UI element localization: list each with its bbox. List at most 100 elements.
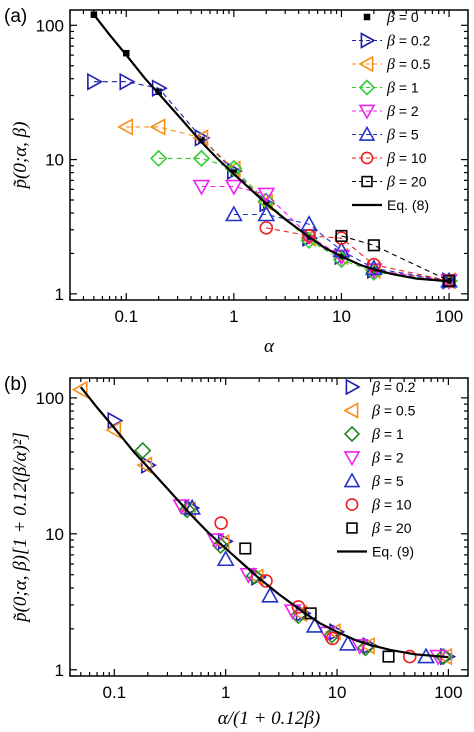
series-0 (90, 11, 453, 285)
legend-entry-10: β = 10 (352, 150, 427, 167)
series-line (79, 386, 449, 659)
legend-marker (358, 79, 376, 96)
data-point (350, 639, 369, 655)
legend-label: β = 2 (371, 450, 404, 467)
legend-label: β = 2 (386, 103, 419, 120)
legend-entry-5: β = 5 (352, 125, 419, 144)
data-point (335, 229, 348, 242)
data-point (325, 631, 340, 646)
series-5 (224, 205, 458, 288)
legend-marker (361, 175, 373, 188)
data-point (192, 149, 211, 168)
legend-entry-2: β = 2 (343, 450, 404, 467)
data-point (259, 221, 274, 235)
x-tick-label: 100 (435, 307, 463, 326)
legend-label: Eq. (8) (387, 197, 429, 213)
legend-label: β = 0.2 (386, 33, 431, 50)
legend-marker (343, 451, 361, 467)
plot-area (87, 11, 459, 290)
legend-label: β = 0.2 (371, 379, 416, 396)
legend-label: β = 10 (371, 497, 412, 514)
legend-label: β = 1 (371, 426, 404, 443)
data-point (367, 239, 380, 252)
legend-entry-0-2: β = 0.2 (352, 32, 431, 50)
legend-label: Eq. (9) (372, 544, 414, 560)
data-point (239, 542, 252, 555)
data-point (206, 533, 225, 550)
legend-marker (358, 104, 376, 120)
legend-marker (343, 472, 361, 488)
data-point (305, 616, 324, 633)
y-tick-label: 10 (45, 151, 64, 170)
series-line (126, 126, 450, 282)
series-eq-9 (79, 386, 449, 659)
legend-entry-1: β = 1 (352, 79, 419, 97)
legend-entry-0-2: β = 0.2 (345, 378, 416, 396)
data-point (134, 441, 152, 460)
legend-label: β = 20 (371, 520, 412, 537)
data-point (71, 380, 88, 399)
legend: β = 0 β = 0.2 β = 0.5 β = 1 β = 2 β = 5 β = 10… (352, 9, 431, 213)
legend-marker (363, 13, 371, 21)
legend-label: β = 0 (386, 9, 419, 26)
legend-entry-0: β = 0 (363, 9, 419, 26)
legend: β = 0.2 β = 0.5 β = 1 β = 2 β = 5 β = 10 β = 2… (337, 378, 416, 560)
legend-marker (346, 522, 358, 534)
legend-entry-2: β = 2 (352, 103, 419, 120)
y-tick-label: 1 (55, 285, 64, 304)
legend-label: β = 5 (371, 473, 404, 490)
data-point (90, 11, 98, 18)
x-axis-label: α (264, 336, 275, 357)
legend-label: β = 0.5 (386, 56, 431, 73)
y-tick-label: 1 (55, 661, 64, 680)
data-point (224, 205, 243, 222)
legend-entry-0-5: β = 0.5 (343, 402, 416, 420)
data-point (291, 600, 306, 614)
legend-label: β = 0.5 (371, 403, 416, 420)
data-point (245, 567, 263, 585)
data-point (192, 179, 211, 196)
data-point (117, 118, 134, 136)
x-tick-label: 0.1 (102, 683, 126, 702)
data-point (150, 149, 168, 168)
plot-frame (69, 9, 469, 301)
data-point (225, 159, 243, 178)
y-axis-label: p̃(0;α, β) (10, 122, 31, 191)
plot-frame (69, 377, 469, 677)
x-tick-label: 0.1 (114, 307, 138, 326)
legend-marker (358, 55, 374, 73)
y-tick-label: 100 (36, 16, 64, 35)
x-tick-label: 1 (229, 307, 238, 326)
legend-label: β = 20 (386, 174, 427, 191)
data-point (367, 257, 381, 272)
plot-area (71, 380, 457, 666)
legend-marker (343, 402, 359, 419)
data-point (302, 229, 316, 243)
data-point (87, 72, 104, 91)
x-tick-label: 10 (328, 683, 347, 702)
x-axis-label: α/(1 + 0.12β) (218, 708, 320, 729)
legend-marker (345, 498, 359, 511)
legend-entry-5: β = 5 (343, 472, 404, 490)
panel-label: (a) (4, 6, 27, 27)
legend-label: β = 1 (386, 80, 419, 97)
legend-entry-eq-9: Eq. (9) (337, 544, 414, 560)
legend-marker (360, 151, 374, 165)
data-point (329, 623, 346, 641)
data-point (178, 501, 196, 519)
legend-entry-20: β = 20 (346, 520, 412, 537)
data-point (402, 649, 417, 664)
data-point (261, 586, 279, 603)
data-point (214, 516, 228, 530)
data-point (382, 650, 395, 663)
legend-entry-20: β = 20 (352, 174, 427, 191)
data-point (216, 550, 235, 567)
data-point (257, 187, 276, 204)
data-point (434, 647, 452, 666)
series-line (341, 235, 450, 282)
data-point (257, 205, 276, 222)
legend-entry-1: β = 1 (343, 425, 404, 443)
x-tick-label: 10 (332, 307, 351, 326)
